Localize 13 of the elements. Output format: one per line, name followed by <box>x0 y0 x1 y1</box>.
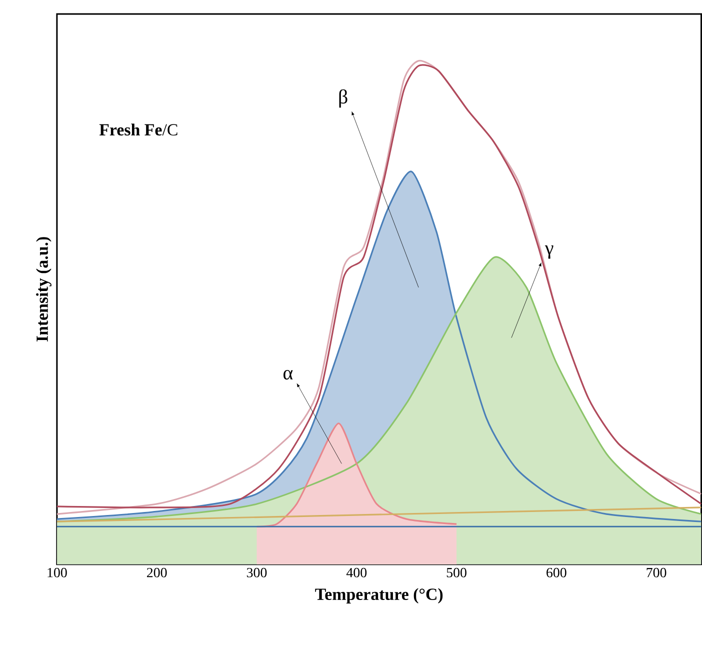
x-tick-label: 500 <box>446 568 466 578</box>
x-tick-label: 600 <box>546 568 566 578</box>
x-tick-label: 400 <box>346 568 367 578</box>
annotation: Fresh Fe/C <box>99 123 178 136</box>
x-tick-label: 700 <box>646 568 666 578</box>
x-tick-label: 200 <box>146 568 167 578</box>
x-axis-title: Temperature (°C) <box>315 588 443 604</box>
x-tick-label: 100 <box>48 568 67 578</box>
annotation: β <box>339 89 348 108</box>
annotation: α <box>284 370 293 380</box>
x-tick-label: 300 <box>246 568 267 578</box>
y-axis-title: Intensity (a.u.) <box>36 236 52 342</box>
annotation: γ <box>544 245 554 259</box>
